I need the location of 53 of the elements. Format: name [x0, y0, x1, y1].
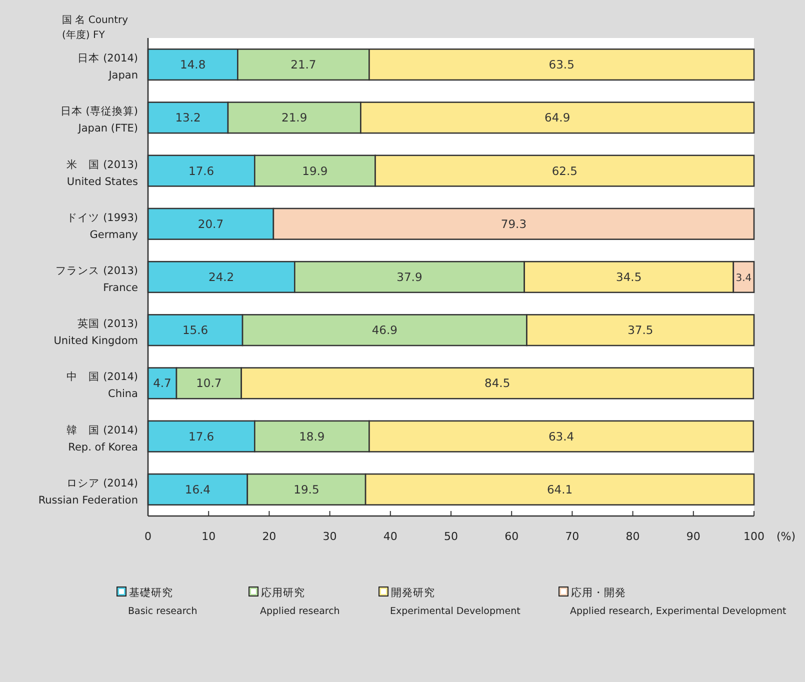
x-tick-label: 90 [686, 530, 700, 543]
data-label: 14.8 [180, 58, 206, 72]
x-tick-label: 0 [144, 530, 152, 543]
legend-label: 開発研究 Experimental Development [390, 586, 521, 617]
data-label: 4.7 [153, 376, 172, 390]
data-label: 18.9 [299, 429, 325, 444]
data-label: 21.9 [282, 110, 308, 125]
data-label: 24.2 [208, 270, 234, 284]
data-label: 34.5 [616, 270, 642, 284]
x-tick-label: 50 [444, 530, 458, 543]
data-label: 20.7 [198, 216, 224, 231]
x-tick-label: 30 [322, 530, 337, 543]
data-label: 10.7 [196, 376, 222, 390]
y-tick-label: 日本 (専従換算) Japan (FTE) [60, 104, 138, 135]
data-label: 3.4 [736, 273, 752, 284]
data-label: 16.4 [184, 482, 210, 496]
x-axis-title: (%) [776, 530, 796, 543]
data-label: 15.6 [182, 323, 208, 338]
y-tick-label: 米 国 (2013) United States [66, 158, 138, 188]
x-tick-label: 20 [262, 530, 276, 543]
x-tick-label: 10 [202, 530, 216, 543]
y-tick-label: 韓 国 (2014) Rep. of Korea [66, 423, 138, 454]
data-label: 19.9 [302, 164, 328, 178]
data-label: 46.9 [372, 323, 398, 338]
data-label: 64.9 [544, 110, 570, 125]
legend-label: 基礎研究 Basic research [128, 586, 198, 617]
data-label: 84.5 [484, 376, 510, 390]
y-tick-label: 日本 (2014) Japan [78, 52, 138, 82]
data-label: 21.7 [290, 58, 316, 72]
data-label: 62.5 [552, 164, 578, 178]
x-tick-label: 70 [565, 530, 580, 543]
x-tick-label: 100 [744, 530, 764, 543]
x-tick-label: 40 [383, 530, 398, 543]
y-tick-label: フランス (2013) France [56, 265, 138, 294]
y-tick-label: 中 国 (2014) China [66, 370, 138, 400]
legend-label: 応用研究 Applied research [260, 586, 340, 617]
data-label: 37.9 [396, 270, 422, 284]
x-tick-label: 80 [626, 530, 640, 543]
data-label: 13.2 [175, 110, 201, 125]
y-tick-label: ロシア (2014) Russian Federation [38, 477, 138, 506]
x-tick-label: 60 [504, 530, 519, 543]
data-label: 64.1 [546, 482, 573, 496]
data-label: 79.3 [500, 216, 527, 231]
y-tick-label: 英国 (2013) United Kingdom [54, 317, 138, 348]
y-axis-title: 国 名 Country (年度) FY [62, 14, 128, 41]
data-label: 19.5 [294, 482, 320, 496]
data-label: 63.4 [548, 429, 574, 444]
data-label: 17.6 [188, 164, 214, 178]
y-tick-label: ドイツ (1993) Germany [66, 212, 138, 241]
data-label: 63.5 [548, 58, 574, 72]
legend-label: 応用・開発 Applied research, Experimental Development [570, 586, 786, 617]
data-label: 17.6 [188, 429, 214, 444]
data-label: 37.5 [628, 323, 654, 338]
